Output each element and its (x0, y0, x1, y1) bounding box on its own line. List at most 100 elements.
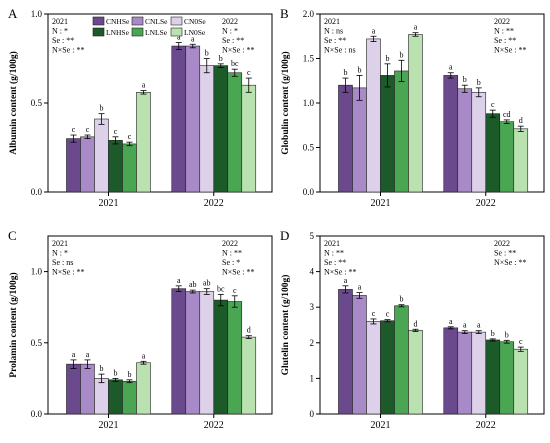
significance-letter: b (477, 78, 481, 87)
panel-label: A (8, 6, 18, 21)
y-tick-label: 0.0 (303, 187, 315, 197)
legend-label: CN0Se (184, 17, 206, 26)
stats-annotation: N : ** (324, 249, 344, 258)
stats-annotation: Se : ** (222, 36, 244, 45)
y-tick-label: 0.5 (31, 98, 43, 108)
significance-letter: d (247, 326, 251, 335)
y-axis-label: Globulin content (g/100g) (280, 51, 291, 154)
stats-annotation: Se : ns (52, 258, 73, 267)
legend-label: LNHSe (106, 28, 130, 37)
bar-LN0Se-2022 (241, 336, 257, 415)
y-tick-label: 0.5 (31, 338, 43, 348)
stats-annotation: 2021 (52, 239, 68, 248)
stats-annotation: N : * (52, 27, 68, 36)
significance-letter: c (386, 310, 390, 319)
y-tick-label: 1.0 (31, 267, 43, 277)
significance-letter: a (142, 351, 146, 360)
bar-CNHSe-2022 (443, 75, 459, 193)
significance-letter: b (357, 65, 361, 74)
bar-LN0Se-2021 (408, 330, 423, 415)
bar-LNLSe-2021 (394, 305, 409, 415)
significance-letter: c (114, 127, 118, 136)
stats-annotation: Se : ** (494, 36, 516, 45)
y-tick-label: 4 (310, 267, 315, 277)
bar-LNLSe-2021 (394, 70, 409, 193)
bar-LNHSe-2021 (108, 379, 123, 415)
significance-letter: c (86, 125, 90, 134)
stats-annotation: N : ** (222, 249, 242, 258)
significance-letter: b (505, 330, 509, 339)
stats-annotation: 2022 (222, 17, 238, 26)
significance-letter: ab (203, 279, 211, 288)
bar-LNLSe-2021 (122, 143, 137, 193)
y-tick-label: 1.0 (303, 98, 315, 108)
bar-LNHSe-2021 (380, 75, 395, 193)
stats-annotation: N : ** (494, 27, 514, 36)
legend-swatch (92, 27, 105, 37)
significance-letter: a (177, 276, 181, 285)
x-tick-label: 2022 (204, 198, 224, 209)
legend: CNHSe CNLSe CN0Se LNHSe LNLSe LN0Se (92, 16, 206, 37)
bar-CNHSe-2022 (443, 327, 459, 415)
bar-LNLSe-2022 (227, 301, 243, 415)
bar-LNHSe-2022 (485, 339, 501, 415)
significance-letter: a (86, 350, 90, 359)
legend-swatch (131, 27, 144, 37)
stats-annotation: 2021 (324, 239, 340, 248)
bar-LN0Se-2021 (136, 362, 151, 415)
stats-annotation: N×Se : ns (324, 46, 356, 55)
significance-letter: b (385, 54, 389, 63)
significance-letter: c (247, 68, 251, 77)
stats-annotation: N×Se : ** (52, 46, 85, 55)
stats-annotation: N : * (52, 249, 68, 258)
significance-letter: a (449, 317, 453, 326)
legend-label: CNHSe (106, 17, 130, 26)
bar-CNHSe-2021 (338, 289, 353, 415)
stats-annotation: 2022 (494, 17, 510, 26)
plot-frame (47, 235, 273, 415)
stats-annotation: 2021 (324, 17, 340, 26)
significance-letter: b (399, 50, 403, 59)
bar-LNLSe-2022 (499, 341, 515, 415)
y-axis-label: Albumin content (g/100g) (8, 51, 19, 154)
significance-letter: a (358, 283, 362, 292)
stats-annotation: 2021 (52, 17, 68, 26)
legend-swatch (131, 16, 144, 26)
bar-CNLSe-2022 (185, 291, 201, 415)
bar-CNLSe-2021 (352, 295, 367, 415)
bar-LNHSe-2021 (380, 320, 395, 415)
significance-letter: a (72, 350, 76, 359)
significance-letter: c (519, 337, 523, 346)
x-tick-label: 2022 (476, 420, 496, 431)
bar-CNHSe-2021 (66, 363, 81, 415)
y-tick-label: 0 (310, 409, 315, 419)
significance-letter: c (72, 125, 76, 134)
bar-CNLSe-2021 (80, 136, 95, 193)
bar-CN0Se-2022 (471, 92, 487, 193)
legend-label: LN0Se (184, 28, 206, 37)
bar-LNLSe-2022 (227, 72, 243, 193)
bar-LN0Se-2021 (408, 34, 423, 193)
bar-CN0Se-2021 (94, 378, 109, 415)
bar-CN0Se-2021 (366, 321, 381, 415)
panel-label: C (8, 228, 17, 243)
y-tick-label: 2.0 (303, 9, 315, 19)
bar-CNLSe-2022 (457, 331, 473, 415)
legend-swatch (170, 27, 183, 37)
stats-annotation: Se : ** (52, 36, 74, 45)
bar-CNHSe-2021 (338, 84, 353, 193)
stats-annotation: Se : ** (324, 258, 346, 267)
panel-b: B 0.0 0.5 1.0 1.5 2.0 Globulin content (g/100g… (280, 6, 545, 209)
y-tick-label: 0.0 (31, 409, 43, 419)
bar-LNHSe-2021 (108, 140, 123, 193)
panel-label: D (280, 228, 289, 243)
significance-letter: a (463, 321, 467, 330)
bar-LN0Se-2022 (513, 348, 529, 415)
bar-CNLSe-2022 (185, 45, 201, 193)
significance-letter: b (463, 75, 467, 84)
y-tick-label: 1 (310, 373, 315, 383)
significance-letter: b (219, 54, 223, 63)
significance-letter: b (205, 49, 209, 58)
legend-label: CNLSe (145, 17, 168, 26)
